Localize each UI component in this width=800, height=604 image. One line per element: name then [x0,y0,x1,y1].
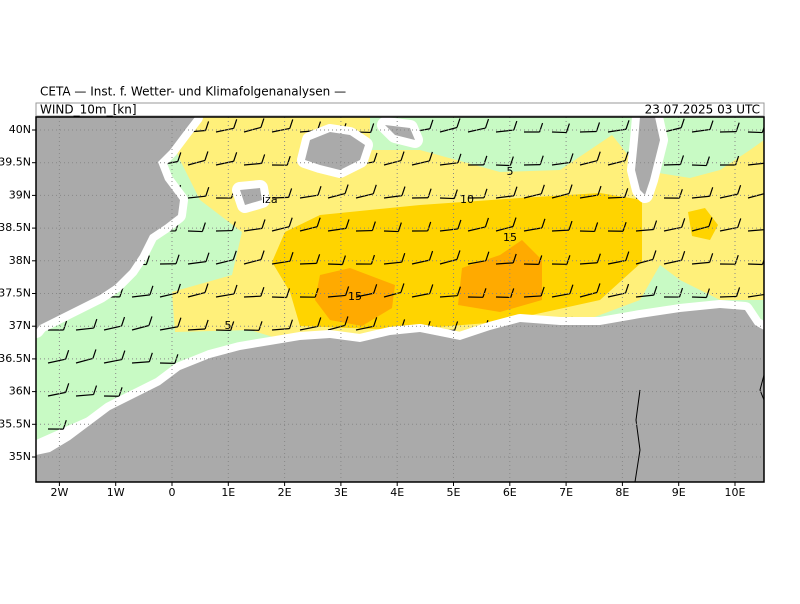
lat-label: 36N [9,385,31,398]
menorca [385,125,415,140]
field-name: WIND_10m_[kn] [40,103,137,117]
map-area: 5 10 15 15 5 iza [36,117,769,482]
sardinia [635,117,660,195]
contour-label: 5 [507,165,514,178]
lat-label: 35.5N [0,417,31,430]
lat-label: 38.5N [0,221,31,234]
barb-shaft [328,264,342,265]
barb-shaft [244,296,261,297]
lon-label: 9E [672,486,686,499]
institute: CETA — Inst. f. Wetter- und Klimafolgena… [40,85,346,99]
contour-label: 15 [348,290,362,303]
lon-label: 7E [559,486,573,499]
lon-label: 1W [107,486,125,499]
barb-shaft [692,297,706,298]
barb-flag [766,285,769,294]
lon-label: 10E [725,486,746,499]
lat-label: 39.5N [0,156,31,169]
lat-label: 39N [9,188,31,201]
lon-label: 2W [50,486,68,499]
lon-label: 2E [278,486,292,499]
barb-shaft [748,132,762,133]
lon-label: 0 [169,486,176,499]
lat-label: 35N [9,450,31,463]
barb-flag [765,221,768,230]
barb-shaft [664,164,680,165]
lon-label: 8E [615,486,629,499]
barb-shaft [300,263,317,264]
barb-shaft [720,296,737,297]
place-label: iza [262,193,278,206]
lon-label: 4E [390,486,404,499]
barb-shaft [384,231,398,232]
lat-label: 40N [9,123,31,136]
barb-flag [765,184,768,193]
lon-label: 1E [221,486,235,499]
barb-shaft [188,231,202,232]
barb-shaft [692,165,706,166]
barb-shaft [580,131,596,132]
lat-label: 37N [9,319,31,332]
barb-flag [766,449,769,458]
lat-label: 36.5N [0,352,31,365]
contour-label: 5 [225,319,232,332]
mallorca [305,132,365,170]
lon-label: 5E [447,486,461,499]
barb-flag [766,416,769,425]
barb-flag [765,317,768,326]
contour-label: 15 [503,231,517,244]
lat-label: 38N [9,254,31,267]
lat-label: 37.5N [0,287,31,300]
barb-flag [766,154,769,163]
barb-flag [765,353,768,362]
barb-shaft [552,132,566,133]
ibiza [240,188,262,205]
barb-shaft [440,198,454,199]
lon-label: 3E [334,486,348,499]
valid-time: 23.07.2025 03 UTC [645,103,760,117]
lon-label: 6E [503,486,517,499]
contour-label: 10 [460,193,474,206]
